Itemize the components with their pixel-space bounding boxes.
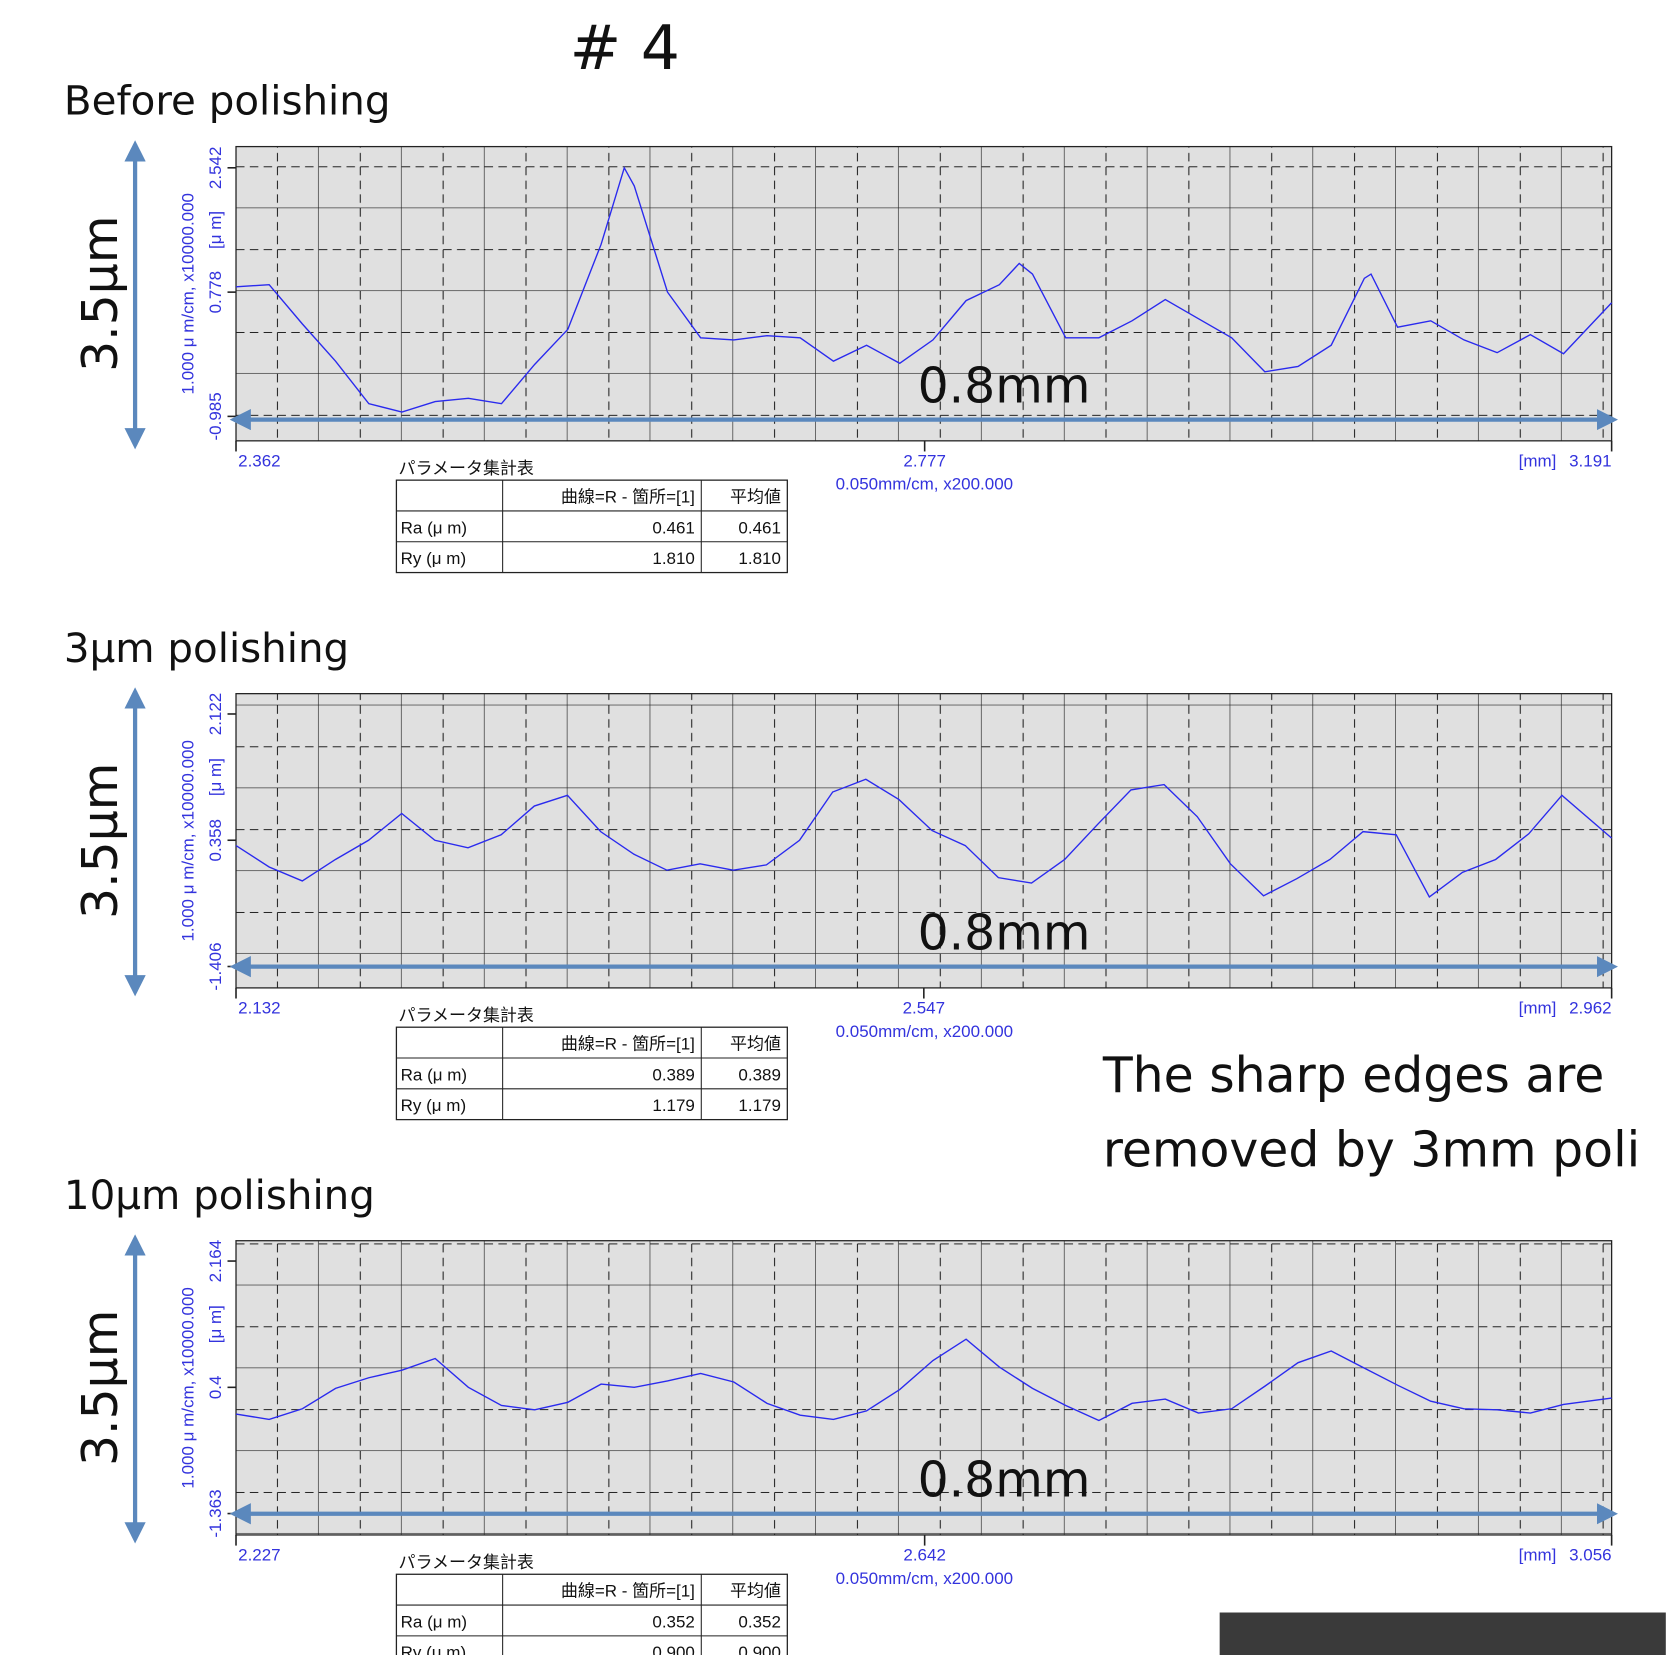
y-unit: [μ m]	[206, 1305, 225, 1343]
table-cell: 0.461	[738, 518, 781, 537]
x-unit: [mm]	[1519, 998, 1557, 1017]
table-cell: 1.179	[738, 1096, 781, 1115]
table-cell: 0.900	[652, 1643, 695, 1655]
annotation: The sharp edges are	[1102, 1047, 1605, 1104]
x-tick-label: 2.132	[238, 998, 281, 1017]
table-title: パラメータ集計表	[399, 1006, 534, 1025]
table-header: 平均値	[730, 487, 781, 506]
table-cell: Ry (μ m)	[401, 1643, 466, 1655]
x-tick-label: 2.642	[903, 1545, 946, 1564]
photo	[1220, 1613, 1666, 1655]
table-title: パラメータ集計表	[399, 459, 534, 478]
x-scale-label: 0.050mm/cm, x200.000	[836, 1569, 1013, 1588]
x-scale-label: 0.050mm/cm, x200.000	[836, 1022, 1013, 1041]
profile-chart: 10μm polishing -1.363 0.4 2.164 [μ m] 1.000 μ…	[64, 1172, 1614, 1655]
slide-title: # 4	[570, 12, 680, 84]
profile-chart: 3μm polishing -1.406 0.358 2.122 [μ m] 1.000 …	[64, 625, 1614, 1120]
table-cell: 0.389	[738, 1065, 781, 1084]
profile-chart: Before polishing -0.985 0.778 2.542 [μ m] 1.0…	[64, 78, 1614, 573]
x-tick-label: 3.191	[1569, 451, 1612, 470]
y-axis-label: 1.000 μ m/cm, x10000.000	[179, 1287, 198, 1488]
x-tick-label: 3.056	[1569, 1545, 1612, 1564]
y-axis-label: 1.000 μ m/cm, x10000.000	[179, 193, 198, 394]
y-unit: [μ m]	[206, 758, 225, 796]
y-tick-label: 0.358	[206, 819, 225, 862]
x-unit: [mm]	[1519, 1545, 1557, 1564]
span-label: 0.8mm	[918, 358, 1091, 415]
chart-label: 3μm polishing	[64, 625, 349, 672]
x-unit: [mm]	[1519, 451, 1557, 470]
x-tick-label: 2.777	[903, 451, 946, 470]
annotation: removed by 3mm poli	[1103, 1121, 1640, 1178]
y-tick-label: 2.122	[206, 693, 225, 736]
y-axis-label: 1.000 μ m/cm, x10000.000	[179, 740, 198, 941]
table-cell: Ra (μ m)	[401, 1065, 467, 1084]
span-label: 0.8mm	[918, 905, 1091, 962]
table-cell: 0.352	[652, 1612, 695, 1631]
span-label: 0.8mm	[918, 1452, 1091, 1509]
x-tick-label: 2.547	[903, 998, 946, 1017]
table-cell: 1.810	[652, 549, 695, 568]
table-cell: Ra (μ m)	[401, 518, 467, 537]
table-cell: Ry (μ m)	[401, 1096, 466, 1115]
table-header: 平均値	[730, 1035, 781, 1054]
x-tick-label: 2.362	[238, 451, 281, 470]
y-tick-label: 2.164	[206, 1240, 225, 1283]
chart-label: Before polishing	[64, 78, 391, 125]
table-header: 曲線=R - 箇所=[1]	[561, 1582, 695, 1601]
table-cell: 1.810	[738, 549, 781, 568]
y-tick-label: 0.4	[206, 1376, 225, 1400]
y-tick-label: 0.778	[206, 271, 225, 314]
table-cell: Ry (μ m)	[401, 549, 466, 568]
table-title: パラメータ集計表	[399, 1553, 534, 1572]
y-tick-label: -1.406	[206, 942, 225, 990]
table-cell: 1.179	[652, 1096, 695, 1115]
y-tick-label: -1.363	[206, 1489, 225, 1537]
table-cell: 0.352	[738, 1612, 781, 1631]
x-tick-label: 2.227	[238, 1545, 281, 1564]
height-label: 3.5μm	[72, 763, 129, 919]
table-header: 曲線=R - 箇所=[1]	[561, 1035, 695, 1054]
table-cell: 0.461	[652, 518, 695, 537]
x-scale-label: 0.050mm/cm, x200.000	[836, 475, 1013, 494]
chart-label: 10μm polishing	[64, 1172, 375, 1219]
slide: # 4 The sharp edges are removed by 3mm p…	[0, 0, 1666, 1655]
height-label: 3.5μm	[72, 216, 129, 372]
y-unit: [μ m]	[206, 211, 225, 249]
table-header: 曲線=R - 箇所=[1]	[561, 487, 695, 506]
x-tick-label: 2.962	[1569, 998, 1612, 1017]
height-label: 3.5μm	[72, 1310, 129, 1466]
table-header: 平均値	[730, 1582, 781, 1601]
table-cell: 0.389	[652, 1065, 695, 1084]
table-cell: Ra (μ m)	[401, 1612, 467, 1631]
table-cell: 0.900	[738, 1643, 781, 1655]
y-tick-label: 2.542	[206, 147, 225, 190]
y-tick-label: -0.985	[206, 392, 225, 440]
